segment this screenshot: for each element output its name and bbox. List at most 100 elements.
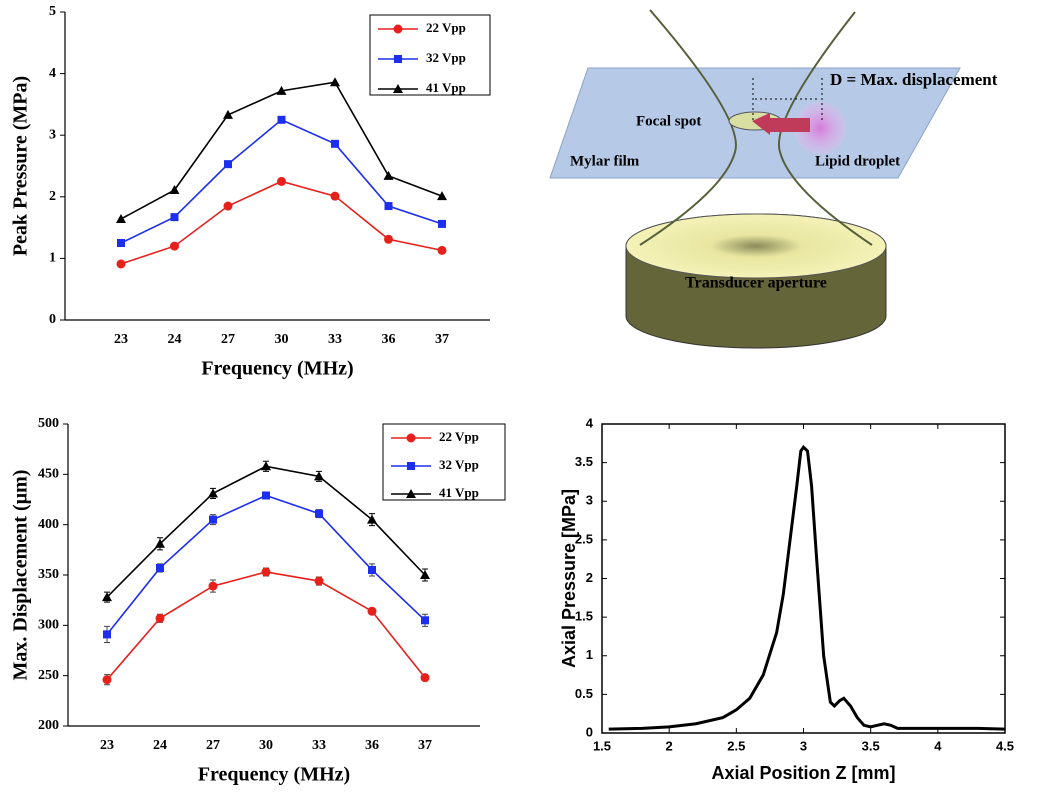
x-tick-label: 24 (168, 332, 182, 347)
x-tick-label: 36 (382, 332, 396, 347)
marker (314, 471, 324, 481)
marker (223, 201, 233, 211)
legend-label: 32 Vpp (439, 457, 479, 472)
y-tick-label: 200 (38, 718, 59, 733)
marker (314, 576, 324, 586)
legend-label: 22 Vpp (426, 20, 466, 35)
x-tick-label: 3 (800, 738, 807, 753)
y-tick-label: 3.5 (575, 454, 593, 469)
marker (169, 185, 180, 195)
marker (384, 202, 393, 211)
marker (383, 170, 394, 180)
legend-marker (393, 84, 403, 93)
x-axis-label: Frequency (MHz) (198, 764, 350, 786)
series-line (106, 571, 426, 681)
x-tick-label: 2.5 (727, 738, 745, 753)
x-tick-label: 24 (153, 738, 167, 753)
x-tick-label: 23 (100, 738, 114, 753)
beam-left (639, 9, 737, 246)
marker (367, 606, 377, 616)
y-tick-label: 2.5 (575, 531, 593, 546)
y-tick-label: 400 (38, 517, 59, 532)
chart: 200 250 300 350 400 450 500 23 24 27 30 33 36 37 Frequ… (10, 416, 506, 786)
marker (437, 191, 447, 201)
y-tick-label: 1 (49, 251, 56, 266)
y-tick-label: 500 (38, 416, 59, 431)
y-tick-label: 250 (38, 668, 59, 683)
y-tick-label: 4 (586, 415, 594, 430)
y-axis-label: Axial Pressure [MPa] (559, 489, 579, 668)
lipid-droplet (794, 102, 846, 154)
legend-label: 41 Vpp (439, 485, 479, 500)
x-tick-label: 2 (666, 738, 673, 753)
marker (102, 675, 112, 685)
legend-label: 41 Vpp (426, 80, 466, 95)
marker (170, 213, 179, 222)
x-tick-label: 36 (365, 738, 379, 753)
y-tick-label: 1 (586, 647, 593, 662)
marker (315, 509, 323, 518)
marker (102, 592, 112, 602)
marker (330, 191, 340, 201)
legend-label: 22 Vpp (439, 429, 479, 444)
marker (155, 538, 165, 548)
marker (421, 616, 429, 625)
diagram-label: Mylar film (570, 153, 640, 169)
diagram: D = Max. displacement Focal spot Mylar f… (549, 9, 998, 349)
marker (208, 581, 218, 591)
x-tick-label: 33 (312, 738, 326, 753)
marker (438, 219, 446, 228)
legend-marker (406, 489, 416, 498)
x-axis-label: Axial Position Z [mm] (711, 763, 895, 783)
x-axis-label: Frequency (MHz) (201, 358, 353, 380)
x-tick-label: 4 (934, 738, 942, 753)
marker (368, 565, 376, 574)
marker (170, 241, 179, 251)
x-tick-label: 23 (114, 332, 128, 347)
marker (224, 160, 232, 169)
marker (208, 488, 218, 498)
legend-box (382, 423, 506, 501)
marker (420, 570, 430, 579)
marker (277, 176, 286, 186)
diagram-label: Transducer aperture (685, 275, 827, 292)
y-tick-label: 0.5 (575, 686, 593, 701)
y-tick-label: 350 (38, 567, 59, 582)
marker (261, 567, 271, 577)
marker (437, 245, 447, 255)
x-tick-label: 4.5 (996, 738, 1014, 753)
diagram-label: Lipid droplet (815, 153, 900, 169)
marker (384, 234, 393, 244)
y-tick-label: 450 (38, 467, 59, 482)
marker (223, 109, 233, 119)
marker (262, 491, 270, 500)
marker (276, 85, 287, 95)
marker (116, 213, 126, 223)
x-tick-label: 1.5 (593, 738, 611, 753)
marker (156, 563, 164, 572)
legend-marker (394, 55, 402, 63)
marker (330, 77, 340, 87)
legend-marker (407, 462, 415, 470)
y-tick-label: 5 (49, 4, 56, 19)
y-tick-label: 0 (49, 312, 56, 327)
chart: 0 0.5 1 1.5 2 2.5 3 3.5 4 1.5 2 2.5 3 3.5 4 4.5 Axial Po… (559, 415, 1014, 782)
y-tick-label: 0 (586, 724, 593, 739)
y-axis-label: Max. Displacement (µm) (10, 470, 32, 681)
marker (116, 259, 126, 269)
marker (117, 239, 125, 247)
marker (367, 514, 377, 524)
y-tick-label: 3 (586, 493, 593, 508)
legend-marker (406, 433, 416, 443)
x-tick-label: 37 (435, 332, 449, 347)
y-tick-label: 2 (586, 570, 593, 585)
marker (331, 139, 339, 148)
marker (261, 461, 271, 471)
marker (277, 115, 286, 124)
plot-frame (601, 423, 1006, 734)
series-line (120, 81, 443, 220)
y-tick-label: 300 (38, 618, 59, 633)
